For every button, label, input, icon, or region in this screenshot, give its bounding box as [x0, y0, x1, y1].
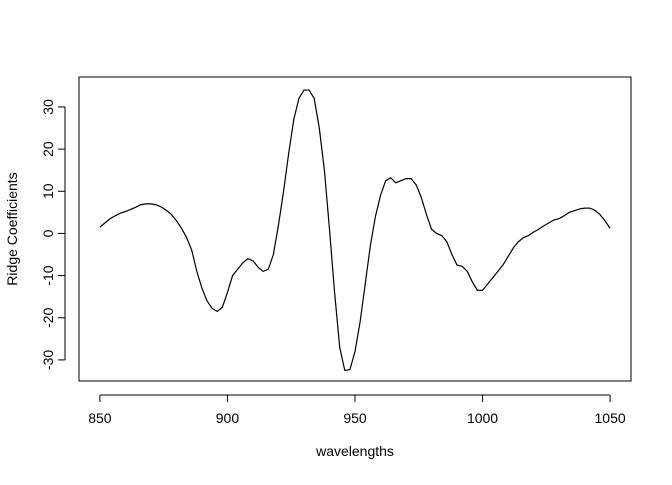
y-tick-label: 10 — [40, 183, 56, 199]
data-line — [99, 89, 611, 372]
y-tick-label: -30 — [40, 350, 56, 370]
y-tick-label: 0 — [40, 229, 56, 237]
x-axis-label: wavelengths — [315, 443, 394, 459]
y-axis-label: Ridge Coefficients — [4, 172, 20, 285]
x-tick-label: 900 — [216, 410, 240, 426]
x-tick-label: 950 — [343, 410, 367, 426]
y-tick-label: 30 — [40, 99, 56, 115]
x-tick-label: 1050 — [595, 410, 626, 426]
y-tick-label: -10 — [40, 265, 56, 285]
plot-box — [78, 76, 632, 382]
x-tick-label: 850 — [88, 410, 112, 426]
x-tick-label: 1000 — [467, 410, 498, 426]
y-tick-label: 20 — [40, 141, 56, 157]
y-tick-label: -20 — [40, 307, 56, 327]
